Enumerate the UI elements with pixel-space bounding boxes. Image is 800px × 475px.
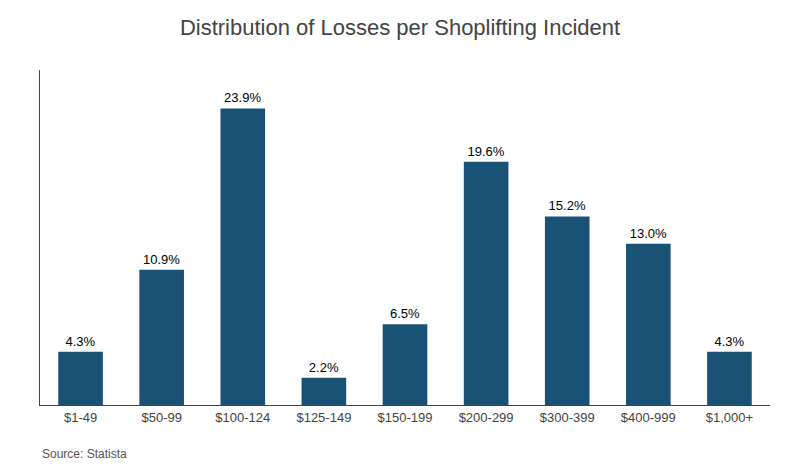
svg-text:2.2%: 2.2% [309,360,339,375]
svg-text:15.2%: 15.2% [549,198,586,213]
svg-text:10.9%: 10.9% [143,252,180,267]
svg-text:Distribution of Losses per Sho: Distribution of Losses per Shoplifting I… [180,15,620,40]
svg-text:Source: Statista: Source: Statista [42,447,127,461]
svg-text:$400-999: $400-999 [621,410,676,425]
svg-text:$100-124: $100-124 [215,410,270,425]
svg-text:13.0%: 13.0% [630,226,667,241]
svg-text:$1,000+: $1,000+ [706,410,753,425]
svg-text:$300-399: $300-399 [540,410,595,425]
svg-text:6.5%: 6.5% [390,306,420,321]
svg-text:23.9%: 23.9% [224,90,261,105]
svg-text:19.6%: 19.6% [467,144,504,159]
svg-text:$125-149: $125-149 [296,410,351,425]
svg-text:$50-99: $50-99 [141,410,181,425]
svg-text:$200-299: $200-299 [459,410,514,425]
svg-text:4.3%: 4.3% [714,334,744,349]
svg-text:4.3%: 4.3% [66,334,96,349]
svg-text:$150-199: $150-199 [378,410,433,425]
svg-text:$1-49: $1-49 [64,410,97,425]
